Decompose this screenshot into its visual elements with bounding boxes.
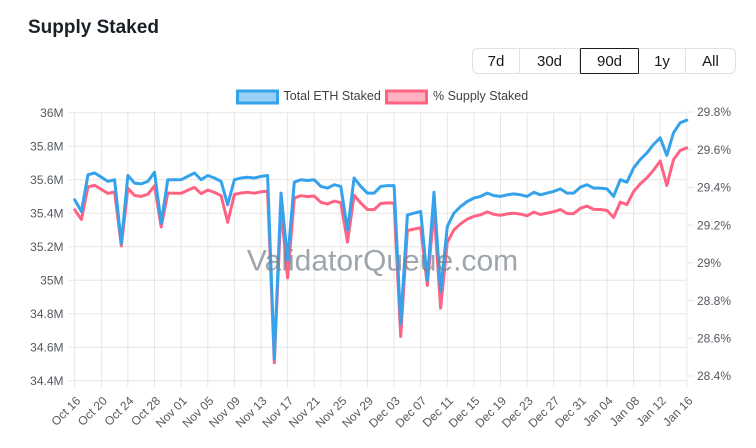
svg-text:29.6%: 29.6% <box>697 143 731 157</box>
svg-text:28.4%: 28.4% <box>697 369 731 383</box>
svg-text:35M: 35M <box>40 273 63 287</box>
svg-text:Total ETH Staked: Total ETH Staked <box>284 89 381 103</box>
svg-text:35.6M: 35.6M <box>30 173 63 187</box>
svg-text:28.8%: 28.8% <box>697 294 731 308</box>
svg-text:35.4M: 35.4M <box>30 206 63 220</box>
svg-text:34.4M: 34.4M <box>30 374 63 388</box>
svg-text:29.8%: 29.8% <box>697 105 731 119</box>
svg-text:% Supply Staked: % Supply Staked <box>433 89 528 103</box>
svg-text:ValidatorQueue.com: ValidatorQueue.com <box>247 245 518 278</box>
svg-text:34.6M: 34.6M <box>30 340 63 354</box>
svg-text:29.4%: 29.4% <box>697 181 731 195</box>
svg-text:Jan 16: Jan 16 <box>660 393 696 429</box>
svg-text:34.8M: 34.8M <box>30 307 63 321</box>
svg-text:35.8M: 35.8M <box>30 139 63 153</box>
svg-text:36M: 36M <box>40 106 63 120</box>
svg-text:28.6%: 28.6% <box>697 332 731 346</box>
svg-text:35.2M: 35.2M <box>30 240 63 254</box>
svg-text:29.2%: 29.2% <box>697 218 731 232</box>
svg-text:29%: 29% <box>697 256 721 270</box>
